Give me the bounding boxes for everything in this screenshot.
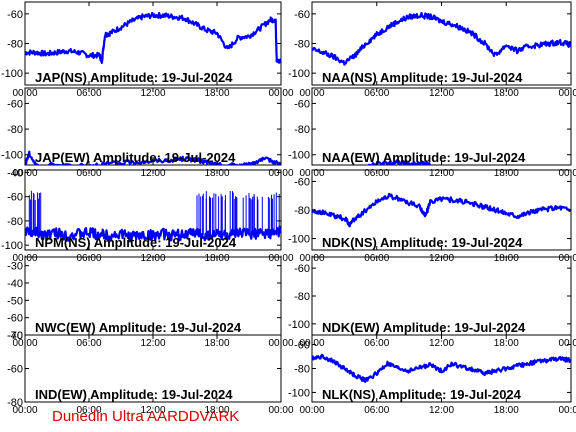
y-tick-label-naa-ew: -100 [288, 150, 310, 162]
panel-naa-ew: -100 -80 -60 00:00 06:00 12:00 18:00 00:00 NAA(E… [288, 87, 576, 179]
y-tick-label-naa-ns: -60 [294, 9, 310, 21]
y-tick-label-ndk-ew: -60 [294, 263, 310, 275]
y-tick-label-nwc-ew: -60 [7, 313, 23, 325]
x-tick-label-naa-ns: 18:00 [494, 88, 519, 99]
series-line-naa-ns-0 [312, 11, 571, 66]
panel-ind-ew: -80 -60 -40 00:00 06:00 12:00 18:00 00:00 IND(EW… [7, 330, 294, 416]
x-tick-label-naa-ns: 00:00 [558, 88, 576, 99]
y-tick-label-nwc-ew: -30 [7, 261, 23, 273]
x-tick-label-nlk-ns: 18:00 [494, 405, 519, 416]
y-tick-label-ndk-ns: -100 [288, 234, 310, 246]
series-line-jap-ns-0 [25, 11, 281, 65]
x-tick-label-nwc-ew: 12:00 [140, 338, 165, 349]
panel-title-ndk-ew: NDK(EW) Amplitude: 19-Jul-2024 [322, 320, 526, 335]
x-tick-label-nlk-ns: 12:00 [429, 405, 454, 416]
panel-ndk-ew: -100 -80 -60 00:00 06:00 12:00 18:00 00:00 NDK(E… [288, 256, 576, 349]
footer-credit: Dunedin Ultra AARDDVARK [52, 408, 240, 425]
y-tick-label-jap-ew: -80 [7, 124, 23, 136]
y-tick-label-naa-ns: -100 [288, 68, 310, 80]
y-tick-label-nlk-ns: -100 [288, 387, 310, 399]
y-tick-label-ndk-ew: -100 [288, 319, 310, 331]
panel-nlk-ns: -100 -80 -60 00:00 06:00 12:00 18:00 00:00 NLK(N… [288, 334, 576, 416]
x-tick-label-naa-ns: 12:00 [429, 88, 454, 99]
panel-title-ndk-ns: NDK(NS) Amplitude: 19-Jul-2024 [322, 235, 523, 250]
panel-title-jap-ns: JAP(NS) Amplitude: 19-Jul-2024 [35, 70, 233, 85]
y-tick-label-ndk-ns: -60 [294, 176, 310, 188]
y-tick-label-naa-ew: -60 [294, 98, 310, 110]
x-tick-label-nwc-ew: 06:00 [76, 338, 101, 349]
y-tick-label-jap-ew: -60 [7, 98, 23, 110]
x-tick-label-nwc-ew: 18:00 [204, 338, 229, 349]
x-tick-label-ndk-ew: 18:00 [494, 338, 519, 349]
x-tick-label-jap-ns: 12:00 [140, 88, 165, 99]
x-tick-label-ndk-ns: 00:00 [558, 253, 576, 264]
x-tick-label-jap-ns: 06:00 [76, 88, 101, 99]
y-tick-label-ind-ew: -80 [7, 397, 23, 409]
x-tick-label-naa-ns: 06:00 [364, 88, 389, 99]
panel-title-naa-ns: NAA(NS) Amplitude: 19-Jul-2024 [322, 70, 523, 85]
series-line-npm-ns-0 [25, 225, 281, 243]
panel-title-jap-ew: JAP(EW) Amplitude: 19-Jul-2024 [35, 150, 236, 165]
x-tick-label-ind-ew: 00:00 [268, 405, 293, 416]
x-tick-label-ndk-ew: 00:00 [558, 338, 576, 349]
x-tick-label-nlk-ns: 06:00 [364, 405, 389, 416]
series-line-ndk-ns-0 [312, 192, 571, 228]
y-tick-label-npm-ns: -40 [7, 167, 23, 179]
y-tick-label-npm-ns: -80 [7, 216, 23, 228]
panel-title-naa-ew: NAA(EW) Amplitude: 19-Jul-2024 [322, 150, 526, 165]
x-tick-label-naa-ew: 00:00 [558, 168, 576, 179]
x-tick-label-ind-ew: 00:00 [12, 405, 37, 416]
x-tick-label-ind-ew: 18:00 [204, 405, 229, 416]
y-tick-label-jap-ns: -60 [7, 9, 23, 21]
y-tick-label-ndk-ns: -80 [294, 205, 310, 217]
x-tick-label-ind-ew: 12:00 [140, 405, 165, 416]
y-tick-label-nlk-ns: -60 [294, 340, 310, 352]
series-line-jap-ew-0 [25, 150, 281, 165]
y-tick-label-nwc-ew: -50 [7, 295, 23, 307]
y-tick-label-naa-ew: -80 [294, 124, 310, 136]
y-tick-label-ind-ew: -60 [7, 364, 23, 376]
y-tick-label-nwc-ew: -70 [7, 330, 23, 342]
y-tick-label-jap-ew: -100 [1, 150, 23, 162]
y-tick-label-npm-ns: -60 [7, 192, 23, 204]
panel-ndk-ns: -100-80-6000:0006:0012:0018:0000:00NDK(N… [288, 169, 576, 264]
x-tick-label-ndk-ew: 12:00 [429, 338, 454, 349]
y-tick-label-nlk-ns: -80 [294, 364, 310, 376]
panel-title-npm-ns: NPM(NS) Amplitude: 19-Jul-2024 [35, 235, 237, 250]
y-tick-label-ind-ew: -40 [7, 330, 23, 342]
panel-title-nlk-ns: NLK(NS) Amplitude: 19-Jul-2024 [322, 387, 522, 402]
panel-title-ind-ew: IND(EW) Amplitude: 19-Jul-2024 [35, 387, 233, 402]
y-tick-label-npm-ns: -100 [1, 240, 23, 252]
y-tick-label-ndk-ew: -80 [294, 291, 310, 303]
y-tick-label-naa-ns: -80 [294, 39, 310, 51]
x-tick-label-ind-ew: 06:00 [76, 405, 101, 416]
x-tick-label-jap-ns: 18:00 [204, 88, 229, 99]
y-tick-label-jap-ns: -100 [1, 68, 23, 80]
x-tick-label-ndk-ew: 06:00 [364, 338, 389, 349]
x-tick-label-nlk-ns: 00:00 [558, 405, 576, 416]
x-tick-label-nlk-ns: 00:00 [299, 405, 324, 416]
y-tick-label-jap-ns: -80 [7, 39, 23, 51]
series-line-nlk-ns-0 [312, 353, 571, 383]
panel-title-nwc-ew: NWC(EW) Amplitude: 19-Jul-2024 [35, 320, 242, 335]
panel-naa-ns: -100-80-6000:0006:0012:0018:0000:00NAA(N… [288, 1, 576, 99]
y-tick-label-nwc-ew: -40 [7, 278, 23, 290]
